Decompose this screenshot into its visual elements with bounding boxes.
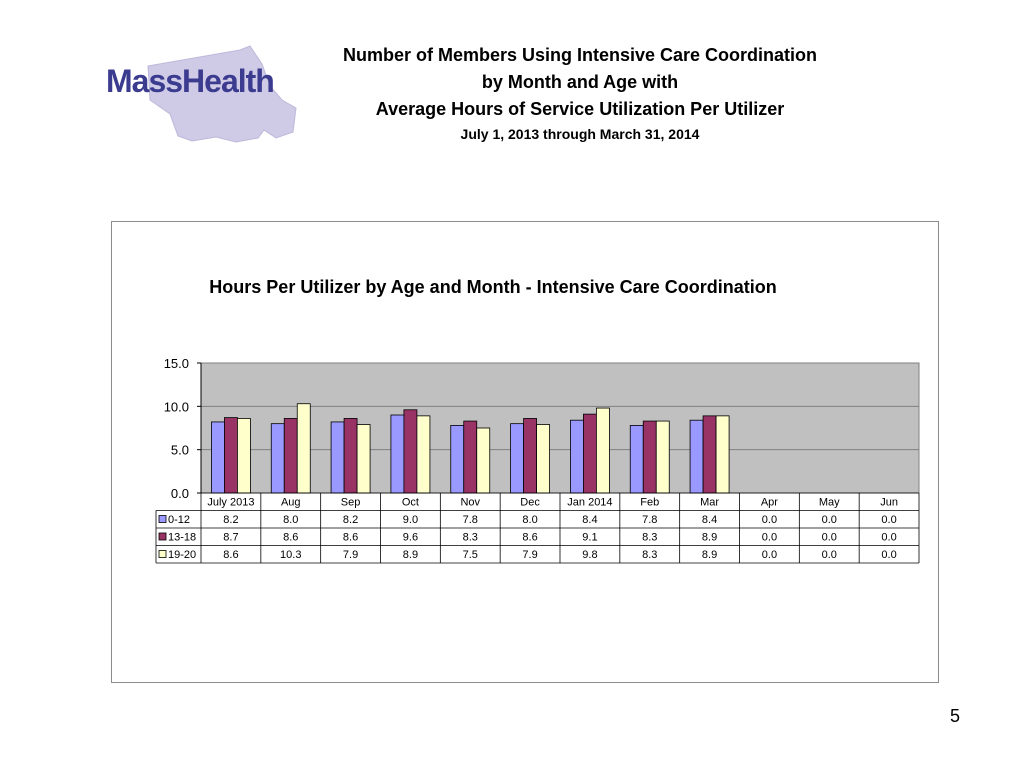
legend-label: 0-12 [168, 514, 190, 526]
data-label: 8.9 [702, 549, 717, 561]
x-category-label: Feb [640, 497, 659, 509]
bar [596, 407, 610, 494]
data-label: 8.9 [403, 549, 418, 561]
data-label: 8.6 [283, 532, 298, 544]
slide-title-line-1: Number of Members Using Intensive Care C… [342, 45, 818, 65]
data-label: 0.0 [762, 532, 777, 544]
chart-frame: Hours Per Utilizer by Age and Month - In… [111, 221, 939, 683]
bar [476, 427, 491, 494]
data-label: 0.0 [762, 549, 777, 561]
bar [330, 421, 345, 494]
bar [211, 421, 225, 494]
x-category-label: Dec [520, 497, 540, 509]
data-label: 7.9 [522, 549, 537, 561]
bar [629, 424, 644, 494]
bar [343, 418, 358, 494]
x-category-label: July 2013 [207, 497, 254, 509]
chart-title: Hours Per Utilizer by Age and Month - In… [209, 277, 776, 297]
data-label: 8.3 [463, 532, 478, 544]
data-label: 0.0 [881, 549, 896, 561]
data-label: 8.4 [582, 514, 597, 526]
masshealth-logo-graphic: MassHealth [106, 45, 297, 143]
x-category-label: Oct [402, 497, 419, 509]
x-category-label: Jun [880, 497, 898, 509]
data-label: 0.0 [822, 532, 837, 544]
data-label: 9.6 [403, 532, 418, 544]
bar-chart: Hours Per Utilizer by Age and Month - In… [155, 277, 920, 564]
bar [510, 423, 524, 494]
logo-wordmark: MassHealth [106, 63, 274, 99]
data-label: 9.8 [582, 549, 597, 561]
data-label: 9.1 [582, 532, 597, 544]
y-tick-label: 15.0 [164, 356, 189, 371]
data-label: 8.4 [702, 514, 717, 526]
massachusetts-map-shape [147, 45, 297, 143]
bar [463, 420, 478, 494]
data-label: 8.6 [522, 532, 537, 544]
slide-subtitle: July 1, 2013 through March 31, 2014 [460, 126, 700, 142]
page-number: 5 [949, 706, 960, 726]
data-label: 9.0 [403, 514, 418, 526]
bar [296, 403, 311, 494]
y-tick-label: 0.0 [171, 486, 189, 501]
data-label: 8.9 [702, 532, 717, 544]
bar [416, 415, 431, 494]
bar [702, 415, 717, 494]
data-label: 8.7 [223, 532, 238, 544]
legend-label: 13-18 [168, 532, 196, 544]
bar [237, 418, 251, 494]
x-category-label: Nov [460, 497, 480, 509]
bar [642, 420, 657, 494]
bar [536, 424, 550, 494]
slide-title-block: Number of Members Using Intensive Care C… [300, 42, 860, 145]
data-label: 8.2 [343, 514, 358, 526]
data-label: 0.0 [881, 514, 896, 526]
bar [283, 418, 298, 494]
legend-swatch [158, 550, 167, 558]
x-category-label: May [819, 497, 840, 509]
data-label: 8.2 [223, 514, 238, 526]
legend-label: 19-20 [168, 549, 196, 561]
data-label: 0.0 [762, 514, 777, 526]
slide-title-line-2: by Month and Age with [481, 72, 679, 92]
data-label: 7.9 [343, 549, 358, 561]
data-label: 8.3 [642, 532, 657, 544]
data-label: 0.0 [822, 514, 837, 526]
x-category-label: Jan 2014 [567, 497, 612, 509]
data-label: 7.8 [642, 514, 657, 526]
x-category-label: Aug [281, 497, 301, 509]
bar [356, 424, 371, 494]
data-label: 7.5 [463, 549, 478, 561]
data-label: 10.3 [280, 549, 301, 561]
bar [390, 414, 405, 494]
bar [715, 415, 730, 494]
legend-swatch [158, 532, 167, 541]
bar [403, 409, 418, 494]
legend-swatch [158, 515, 167, 523]
x-category-label: Apr [761, 497, 778, 509]
x-category-label: Mar [700, 497, 719, 509]
data-label: 8.6 [343, 532, 358, 544]
bar [523, 418, 537, 494]
y-tick-label: 10.0 [164, 399, 189, 414]
data-label: 8.0 [283, 514, 298, 526]
data-label: 0.0 [881, 532, 896, 544]
bar [689, 419, 704, 494]
masshealth-logo: MassHealth [100, 40, 305, 150]
data-label: 8.3 [642, 549, 657, 561]
x-category-label: Sep [341, 497, 361, 509]
bar [224, 417, 238, 494]
bar [583, 413, 597, 494]
y-tick-label: 5.0 [171, 443, 189, 458]
data-label: 8.0 [522, 514, 537, 526]
bar [270, 423, 285, 494]
bar [450, 424, 465, 494]
data-label: 8.6 [223, 549, 238, 561]
bar [570, 419, 584, 494]
data-label: 0.0 [822, 549, 837, 561]
data-label: 7.8 [463, 514, 478, 526]
slide-title-line-3: Average Hours of Service Utilization Per… [375, 99, 785, 119]
bar [655, 420, 670, 494]
plot-area [200, 362, 920, 494]
